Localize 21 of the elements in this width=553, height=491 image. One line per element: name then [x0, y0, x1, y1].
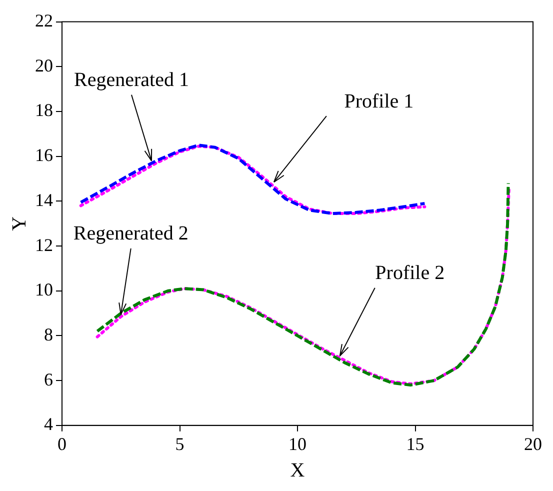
- y-tick-label: 10: [35, 280, 53, 300]
- y-tick-label: 18: [35, 100, 53, 120]
- annotation: Profile 1: [344, 90, 414, 112]
- y-tick-label: 6: [44, 369, 53, 390]
- y-tick-label: 14: [35, 190, 53, 210]
- x-tick-label: 0: [58, 434, 66, 454]
- y-tick-label: 16: [35, 145, 53, 166]
- x-tick-label: 20: [524, 434, 542, 454]
- y-tick-label: 4: [44, 414, 53, 434]
- x-tick-label: 10: [288, 434, 306, 454]
- x-axis-title: X: [290, 459, 306, 482]
- annotation: Profile 2: [375, 262, 445, 284]
- x-tick-label: 5: [175, 434, 184, 454]
- annotation: Regenerated 2: [73, 222, 188, 245]
- y-tick-label: 20: [35, 55, 53, 76]
- y-tick-label: 8: [44, 324, 53, 344]
- y-tick-label: 12: [35, 234, 53, 255]
- y-tick-label: 22: [35, 10, 53, 31]
- y-axis-title: Y: [8, 216, 30, 231]
- x-tick-label: 15: [406, 434, 424, 454]
- annotation: Regenerated 1: [74, 69, 189, 92]
